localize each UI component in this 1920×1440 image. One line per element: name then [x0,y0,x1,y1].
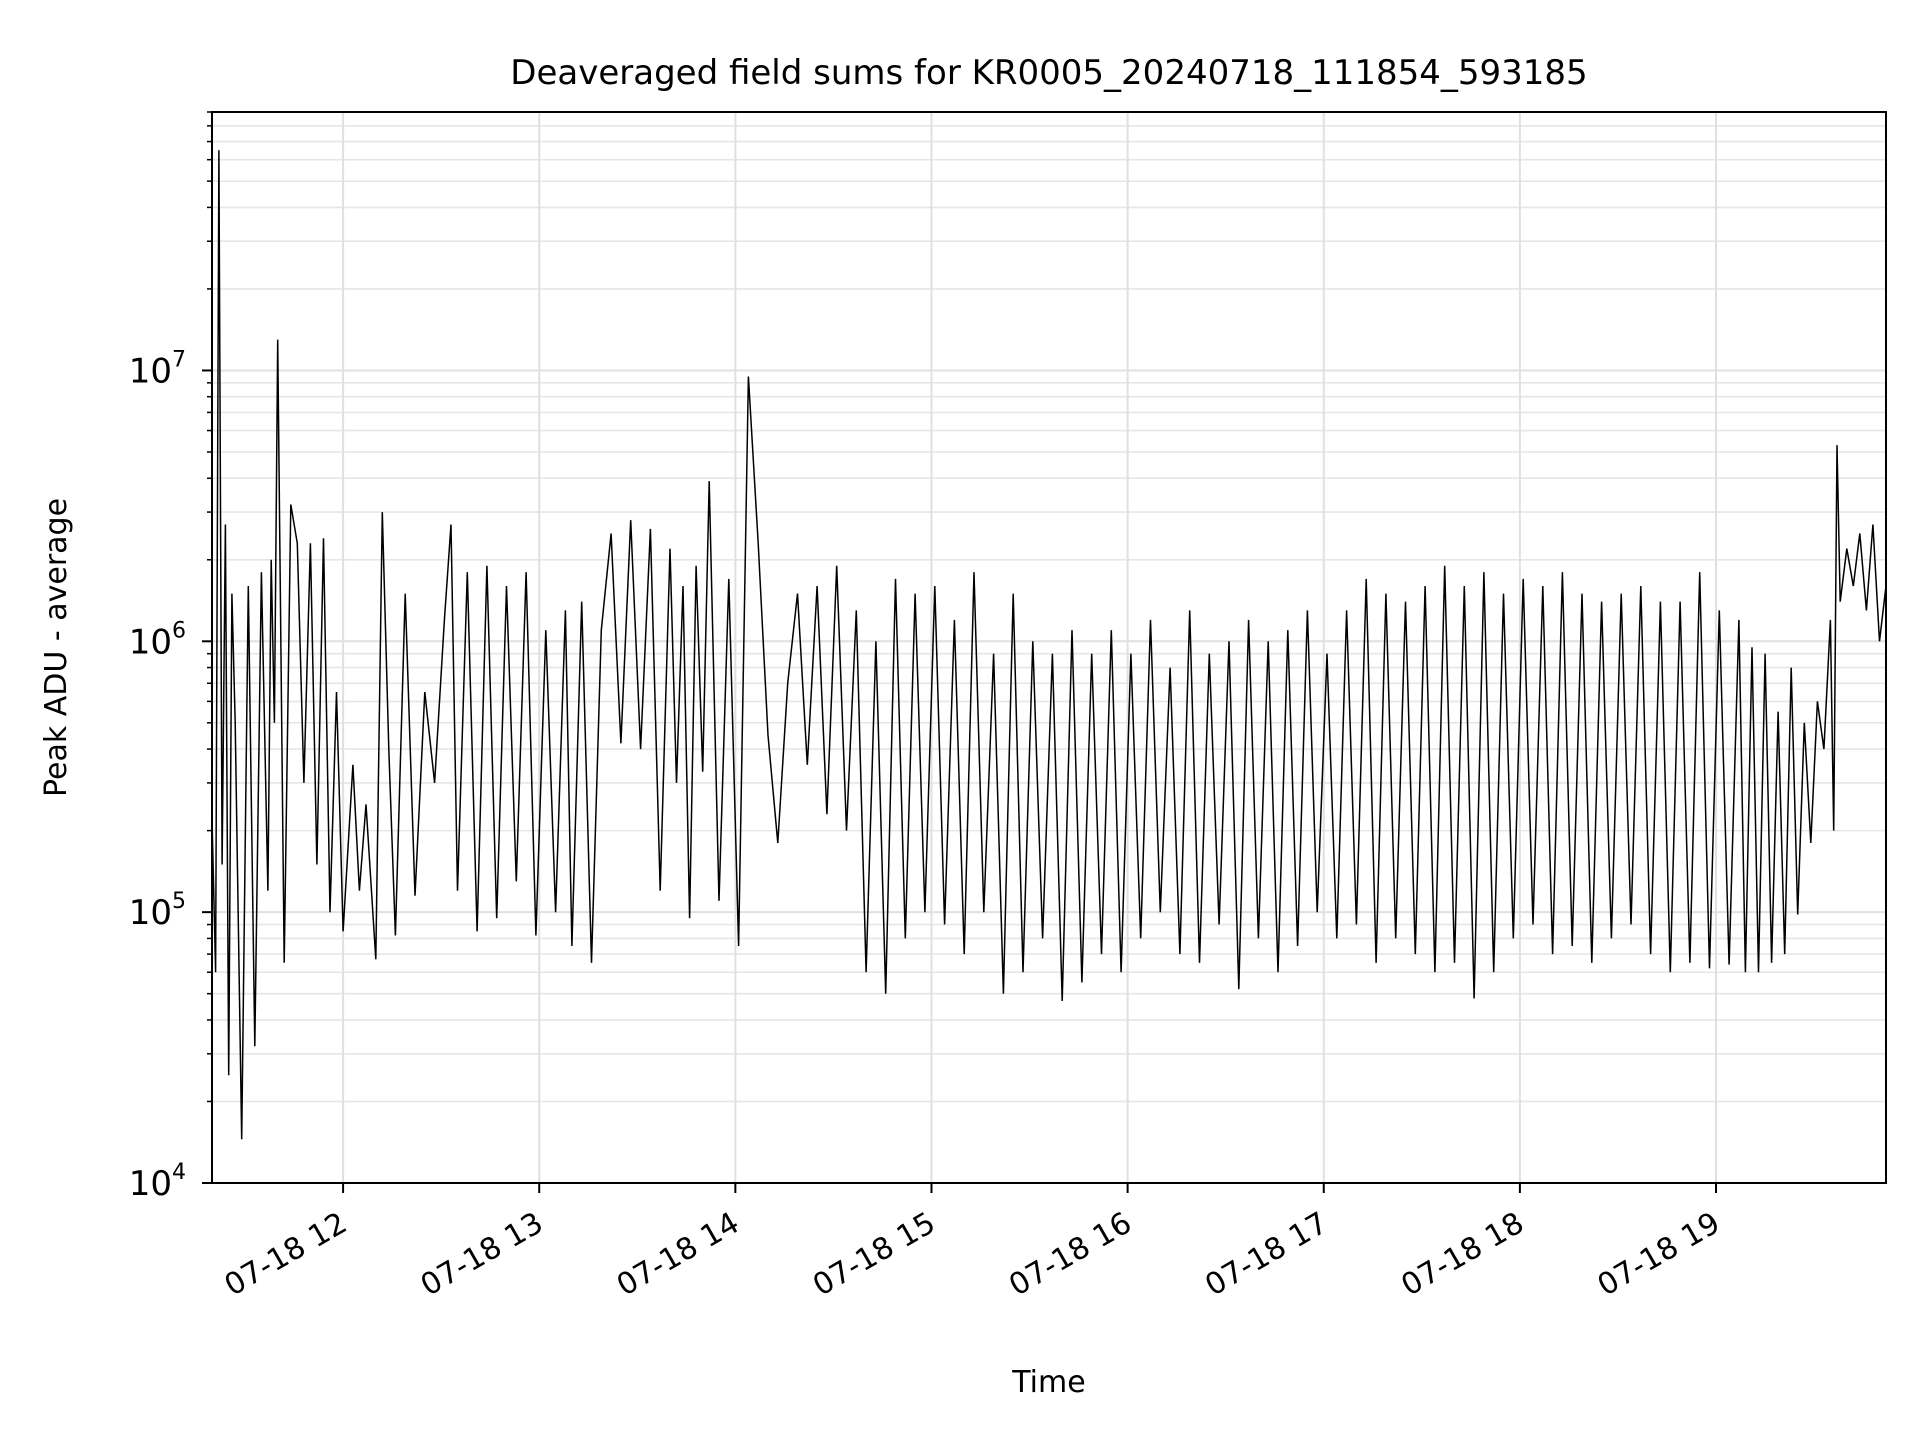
series-line [211,150,1887,1140]
y-tick-label: 107 [129,347,186,391]
y-tick-label: 105 [129,889,186,933]
y-tick-label: 104 [129,1160,186,1204]
y-axis-label: Peak ADU - average [39,498,74,797]
series-layer [211,150,1887,1140]
y-tick-label: 106 [129,618,186,662]
chart-title: Deaveraged field sums for KR0005_2024071… [510,53,1587,93]
x-axis-label: Time [1011,1365,1085,1400]
plot-frame [211,111,1887,1184]
